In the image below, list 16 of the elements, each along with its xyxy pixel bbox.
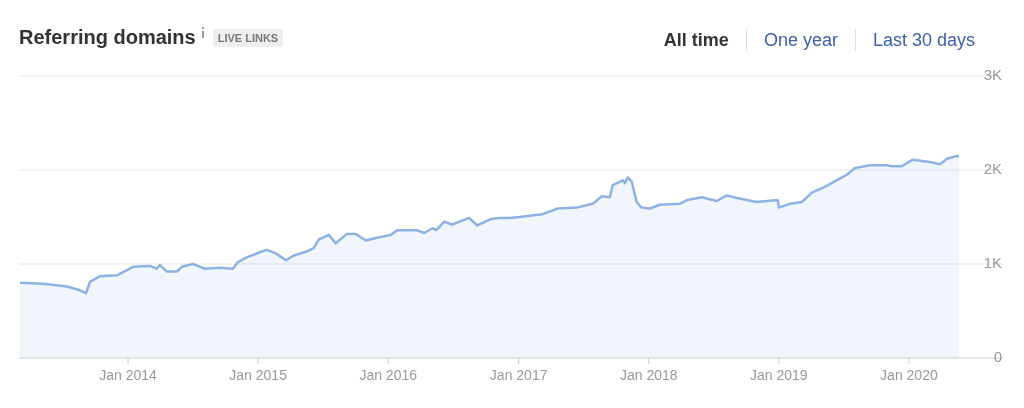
x-tick-label: Jan 2016 [359,367,418,383]
x-tick-label: Jan 2015 [229,367,288,383]
x-tick-label: Jan 2020 [880,367,938,383]
text: All time [663,29,729,51]
text: One year [763,29,838,51]
y-tick-label: 2K [983,159,1002,177]
x-tick-label: Jan 2018 [619,367,678,383]
chart-subtitle: LIVE LINKS [212,28,284,47]
y-tick-label: 0 [993,347,1002,365]
x-tick-label: Jan 2014 [99,367,158,383]
y-tick-label: 1K [983,253,1002,271]
text: Last 30 days [872,29,975,51]
y-tick-label: 3K [983,65,1002,83]
chart-title: Referring domains [19,26,196,49]
x-tick-label: Jan 2019 [750,367,808,383]
x-tick-label: Jan 2017 [489,367,548,383]
